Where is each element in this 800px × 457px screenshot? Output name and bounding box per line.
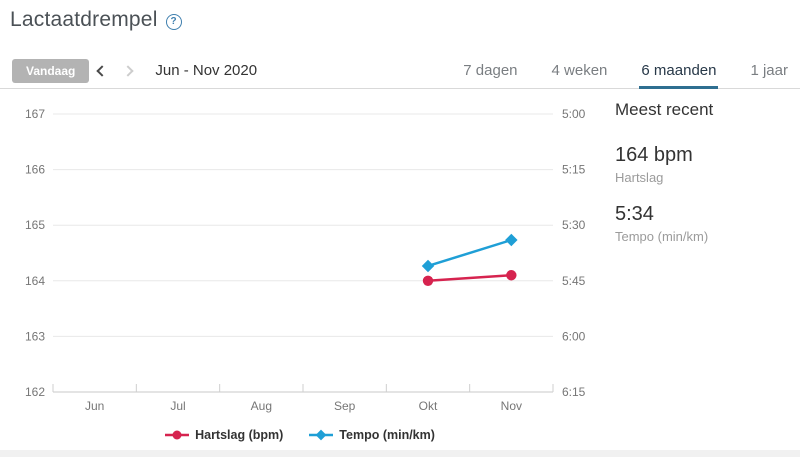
section-divider [0, 450, 800, 457]
x-axis-month-label: Sep [334, 399, 356, 413]
tab-1-jaar[interactable]: 1 jaar [750, 62, 788, 79]
data-point-diamond[interactable] [421, 259, 435, 273]
legend-item-hartslag-bpm-[interactable]: Hartslag (bpm) [165, 428, 283, 442]
chevron-left-icon [96, 64, 109, 77]
metric-pace: 5:34 Tempo (min/km) [615, 203, 790, 244]
chart-area: 167 5:00 166 5:15 165 5:30 164 5:45 163 6:00 162 6:… [0, 95, 600, 425]
metric-label: Tempo (min/km) [615, 229, 709, 244]
page-header: Lactaatdrempel ? [10, 8, 182, 32]
left-axis-tick-label: 162 [25, 385, 45, 399]
circle-marker-icon [165, 430, 190, 440]
x-axis-month-label: Okt [419, 399, 438, 413]
page-title: Lactaatdrempel [10, 8, 158, 31]
series-line-hartslag-bpm- [427, 273, 512, 283]
toolbar-left-group: Vandaag Jun - Nov 2020 [12, 55, 257, 86]
series-line-tempo-min-km- [427, 238, 512, 268]
data-point-circle[interactable] [506, 270, 517, 281]
data-point-diamond[interactable] [505, 233, 518, 247]
legend-label: Hartslag (bpm) [195, 428, 284, 442]
left-axis-tick-label: 167 [25, 107, 45, 121]
tab-7-dagen[interactable]: 7 dagen [463, 62, 518, 79]
tab-6-maanden[interactable]: 6 maanden [639, 55, 719, 89]
x-axis-month-label: Nov [501, 399, 522, 413]
legend-label: Tempo (min/km) [339, 428, 435, 442]
x-axis-month-label: Jun [85, 399, 104, 413]
chevron-right-icon [122, 64, 135, 77]
next-period-button[interactable] [115, 58, 141, 84]
right-axis-tick-label: 6:15 [562, 385, 586, 399]
range-tabs: 7 dagen 4 weken 6 maanden 1 jaar [461, 55, 790, 89]
metric-value: 164 bpm [615, 144, 693, 166]
date-range-label: Jun - Nov 2020 [155, 62, 258, 79]
right-axis-tick-label: 5:15 [562, 163, 586, 177]
right-axis-tick-label: 6:00 [562, 329, 586, 343]
prev-period-button[interactable] [89, 58, 115, 84]
x-axis-month-label: Jul [170, 399, 185, 413]
help-icon[interactable]: ? [165, 13, 182, 30]
data-point-circle[interactable] [422, 275, 434, 286]
legend-item-tempo-min-km-[interactable]: Tempo (min/km) [309, 428, 435, 442]
chart-svg: 167 5:00 166 5:15 165 5:30 164 5:45 163 6:00 162 6:… [25, 107, 586, 413]
toolbar: Vandaag Jun - Nov 2020 7 dagen 4 weken 6 m… [0, 55, 800, 89]
right-axis-tick-label: 5:30 [562, 218, 586, 232]
x-axis-month-label: Aug [251, 399, 272, 413]
most-recent-title: Meest recent [615, 100, 714, 119]
left-axis-tick-label: 163 [25, 329, 45, 343]
tab-4-weken[interactable]: 4 weken [551, 62, 608, 79]
left-axis-tick-label: 166 [25, 163, 45, 177]
metric-value: 5:34 [615, 203, 654, 225]
today-button[interactable]: Vandaag [12, 58, 90, 83]
metric-label: Hartslag [615, 170, 664, 185]
left-axis-tick-label: 164 [25, 274, 45, 288]
right-axis-tick-label: 5:00 [562, 107, 586, 121]
right-axis-tick-label: 5:45 [562, 274, 586, 288]
metric-heart-rate: 164 bpm Hartslag [615, 144, 790, 185]
chart-legend: Hartslag (bpm) Tempo (min/km) [0, 428, 600, 442]
diamond-marker-icon [309, 429, 334, 441]
most-recent-panel: Meest recent 164 bpm Hartslag 5:34 Tempo… [615, 100, 790, 262]
left-axis-tick-label: 165 [25, 218, 45, 232]
